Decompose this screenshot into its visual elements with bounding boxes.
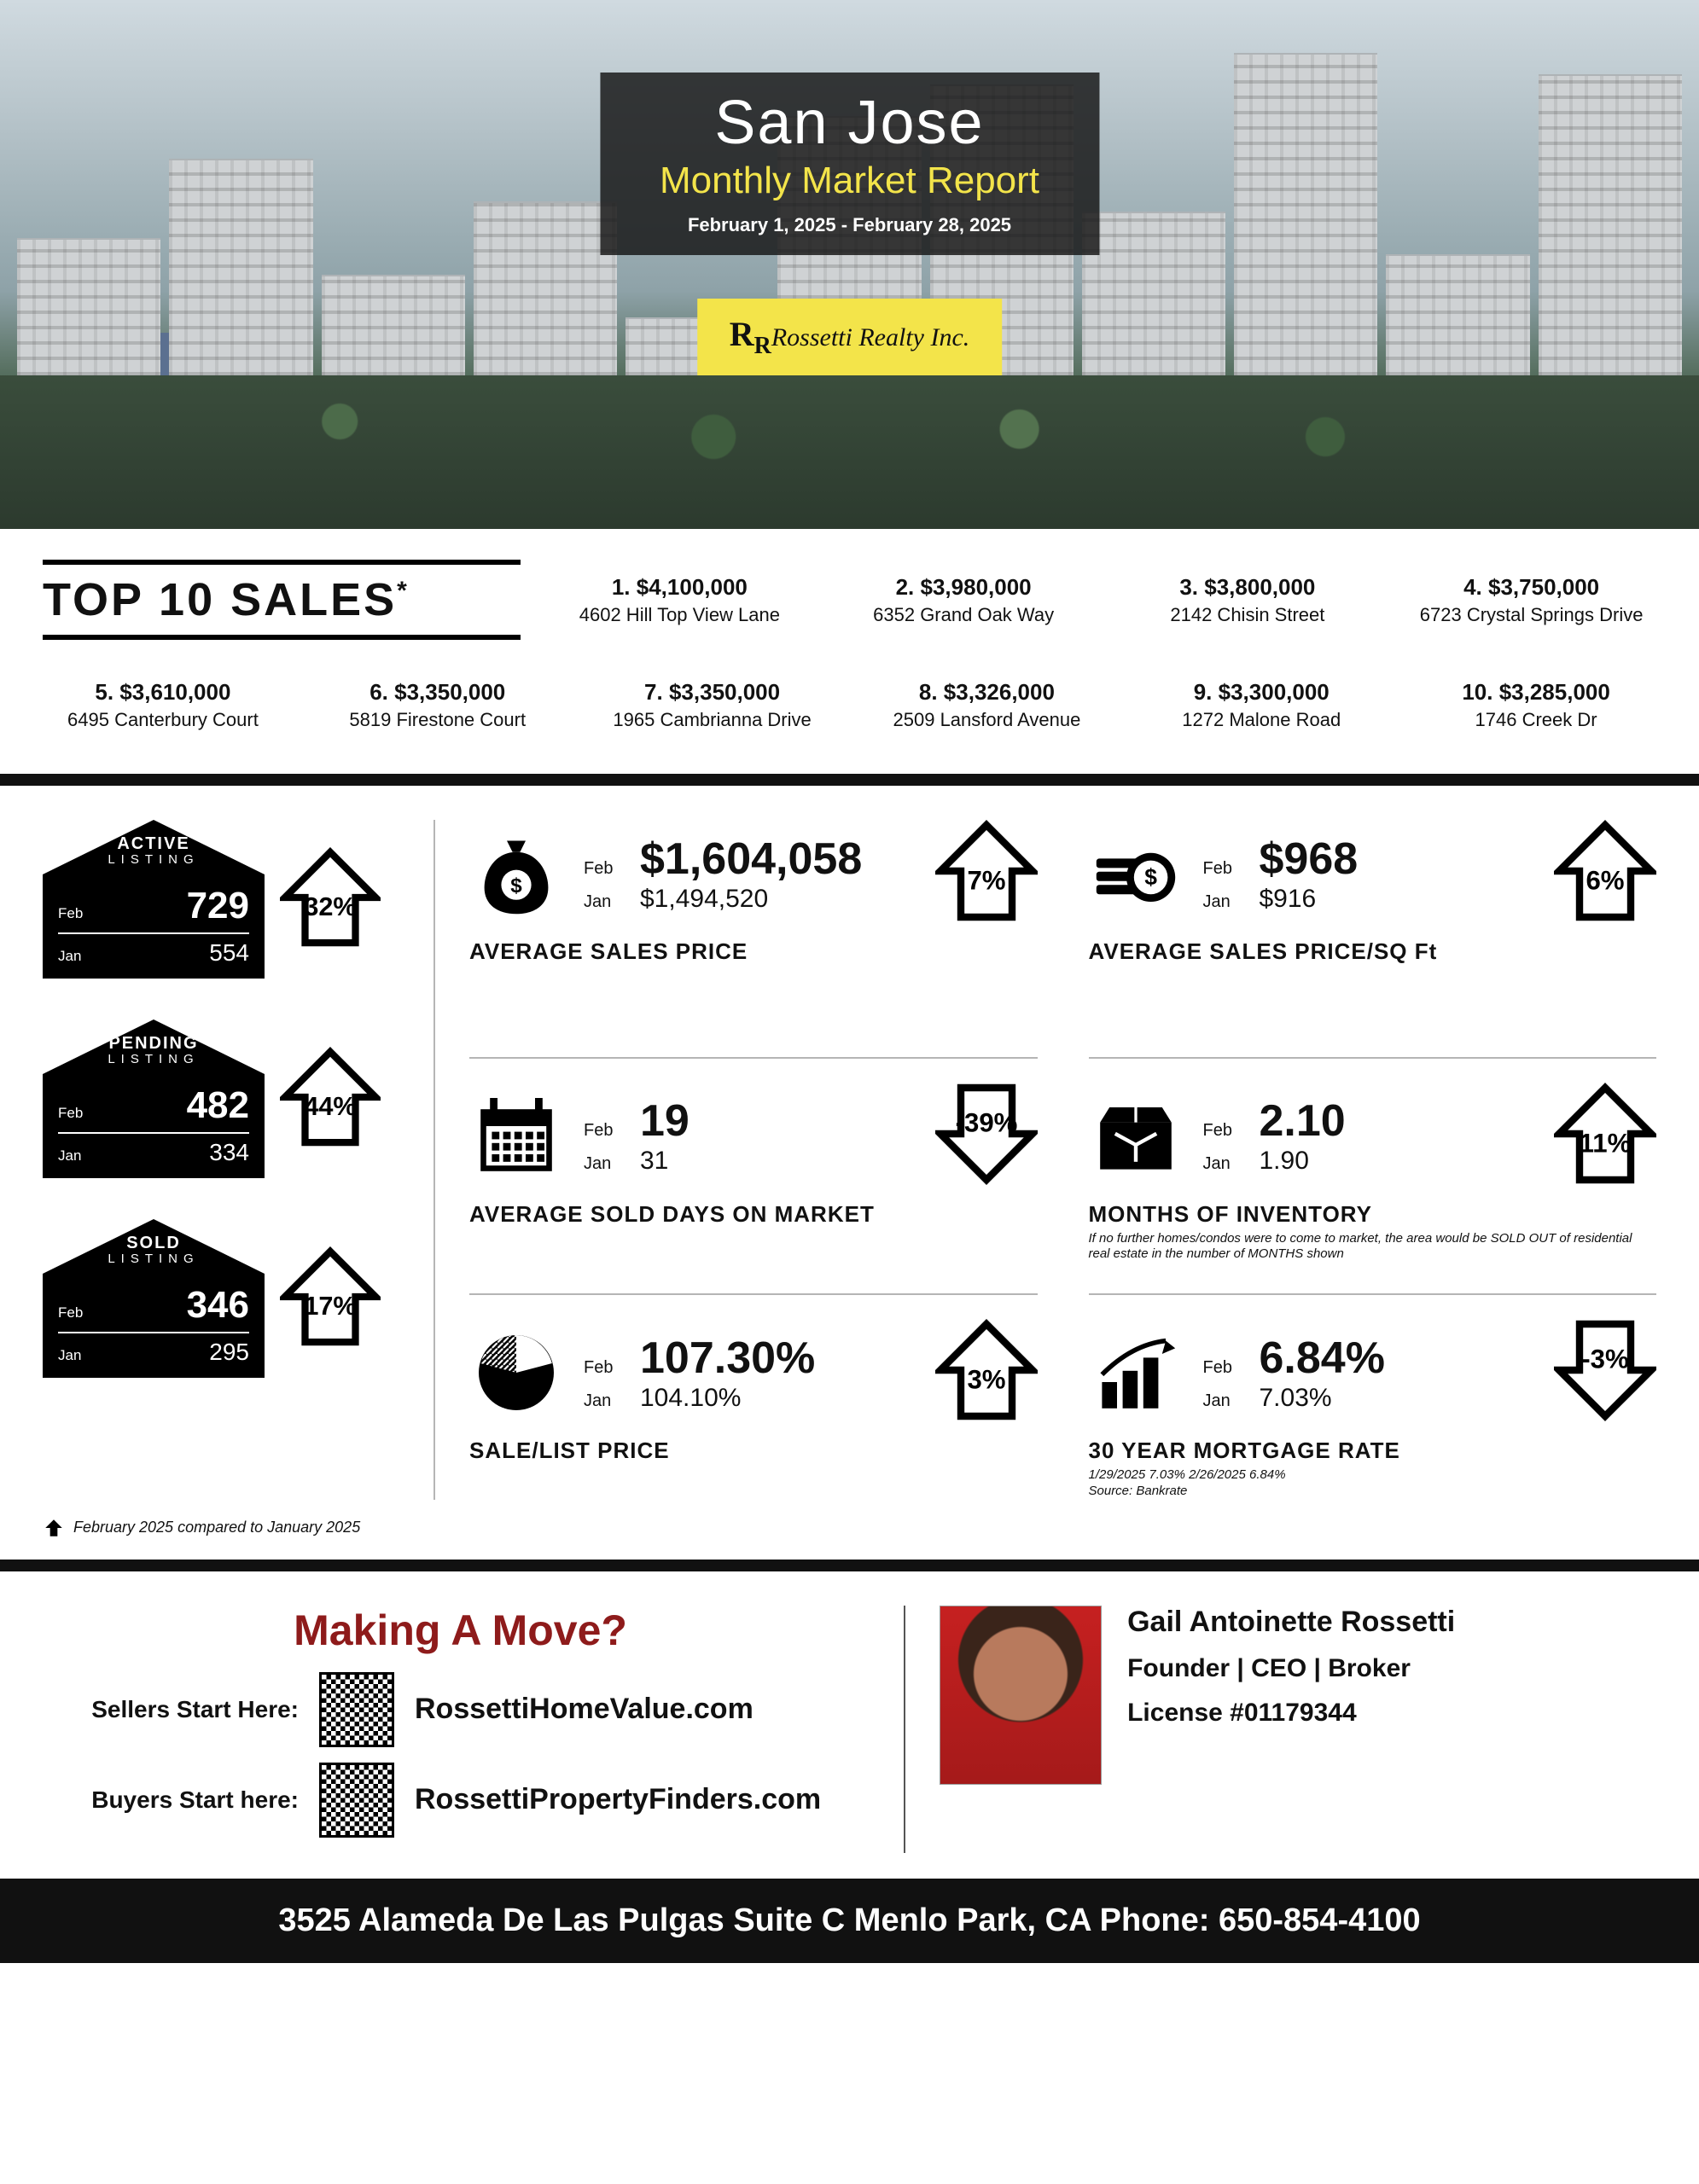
hero-banner: San Jose Monthly Market Report February …	[0, 0, 1699, 529]
metric-cell: Feb19 Jan31 -39% AVERAGE SOLD DAYS ON MA…	[469, 1057, 1038, 1263]
listing-stat: ACTIVE LISTING Feb729 Jan554 32%	[43, 820, 408, 979]
house-icon: ACTIVE LISTING Feb729 Jan554	[43, 820, 265, 979]
money-bag-icon: $	[469, 827, 563, 921]
top10-item: 4. $3,750,000 6723 Crystal Springs Drive	[1406, 574, 1656, 626]
metric-cell: Feb2.10 Jan1.90 11% MONTHS OF INVENTORY …	[1089, 1057, 1657, 1263]
change-arrow-icon: 6%	[1554, 820, 1656, 926]
hero-dates: February 1, 2025 - February 28, 2025	[660, 214, 1039, 236]
buyer-label: Buyers Start here:	[51, 1786, 299, 1814]
house-icon: PENDING LISTING Feb482 Jan334	[43, 1019, 265, 1178]
svg-text:17%: 17%	[304, 1292, 356, 1321]
listing-stat: PENDING LISTING Feb482 Jan334 44%	[43, 1019, 408, 1178]
metric-cell: $ Feb$968 Jan$916 6% AVERAGE SALES PRICE…	[1089, 820, 1657, 1026]
svg-text:6%: 6%	[1586, 866, 1624, 896]
change-arrow-icon: 11%	[1554, 1083, 1656, 1189]
top10-item: 10. $3,285,000 1746 Creek Dr	[1416, 679, 1656, 731]
metric-note: 1/29/2025 7.03% 2/26/2025 6.84%Source: B…	[1089, 1467, 1657, 1500]
metric-title: AVERAGE SALES PRICE/SQ Ft	[1089, 938, 1657, 965]
metric-title: AVERAGE SALES PRICE	[469, 938, 1038, 965]
seller-url[interactable]: RossettiHomeValue.com	[415, 1693, 753, 1726]
change-arrow-icon: 44%	[280, 1047, 381, 1152]
agent-headshot	[940, 1606, 1102, 1785]
svg-text:$: $	[1144, 864, 1157, 890]
metric-note: If no further homes/condos were to come …	[1089, 1231, 1657, 1263]
pie-icon	[469, 1326, 563, 1420]
footer-contact: 3525 Alameda De Las Pulgas Suite C Menlo…	[0, 1879, 1699, 1963]
cta-seller-row: Sellers Start Here: RossettiHomeValue.co…	[51, 1672, 870, 1747]
metric-cell: Feb107.30% Jan104.10% 3% SALE/LIST PRICE	[469, 1293, 1038, 1500]
svg-text:3%: 3%	[967, 1365, 1005, 1395]
metric-title: AVERAGE SOLD DAYS ON MARKET	[469, 1201, 1038, 1228]
change-arrow-icon: 3%	[935, 1319, 1038, 1426]
hero-city: San Jose	[660, 88, 1039, 158]
hero-subtitle: Monthly Market Report	[660, 160, 1039, 202]
hero-overlay: San Jose Monthly Market Report February …	[600, 73, 1099, 255]
house-icon: SOLD LISTING Feb346 Jan295	[43, 1219, 265, 1378]
svg-text:32%: 32%	[304, 892, 356, 921]
change-arrow-icon: -3%	[1554, 1319, 1656, 1426]
change-arrow-icon: 7%	[935, 820, 1038, 926]
top10-heading: TOP 10 SALES*	[43, 560, 521, 640]
metric-cell: $ Feb$1,604,058 Jan$1,494,520 7% AVERAGE…	[469, 820, 1038, 1026]
agent-name: Gail Antoinette Rossetti	[1127, 1606, 1455, 1639]
top10-item: 5. $3,610,000 6495 Canterbury Court	[43, 679, 283, 731]
svg-text:-3%: -3%	[1581, 1345, 1628, 1374]
stats-section: ACTIVE LISTING Feb729 Jan554 32% PENDING…	[0, 786, 1699, 1508]
svg-text:-39%: -39%	[955, 1107, 1017, 1137]
change-arrow-icon: 17%	[280, 1246, 381, 1351]
cta-headline: Making A Move?	[51, 1606, 870, 1655]
top-10-sales: TOP 10 SALES* 1. $4,100,000 4602 Hill To…	[0, 529, 1699, 748]
qr-code-icon	[319, 1763, 394, 1838]
top10-item: 2. $3,980,000 6352 Grand Oak Way	[839, 574, 1089, 626]
calendar-icon	[469, 1089, 563, 1182]
metric-title: MONTHS OF INVENTORY	[1089, 1201, 1657, 1228]
listing-stat: SOLD LISTING Feb346 Jan295 17%	[43, 1219, 408, 1378]
svg-text:$: $	[510, 874, 522, 897]
top10-item: 8. $3,326,000 2509 Lansford Avenue	[867, 679, 1108, 731]
change-arrow-icon: -39%	[935, 1083, 1038, 1189]
change-arrow-icon: 32%	[280, 847, 381, 952]
top10-item: 1. $4,100,000 4602 Hill Top View Lane	[555, 574, 805, 626]
box-icon	[1089, 1089, 1183, 1182]
top10-item: 9. $3,300,000 1272 Malone Road	[1141, 679, 1382, 731]
qr-code-icon	[319, 1672, 394, 1747]
metric-cell: Feb6.84% Jan7.03% -3% 30 YEAR MORTGAGE R…	[1089, 1293, 1657, 1500]
arrow-up-icon	[43, 1517, 65, 1539]
agent-license: License #01179344	[1127, 1699, 1455, 1728]
comparison-footnote: February 2025 compared to January 2025	[0, 1508, 1699, 1560]
agent-role: Founder | CEO | Broker	[1127, 1654, 1455, 1683]
top10-item: 3. $3,800,000 2142 Chisin Street	[1123, 574, 1373, 626]
company-logo: RRRossetti Realty Inc.	[697, 299, 1003, 375]
svg-text:7%: 7%	[967, 866, 1005, 896]
top10-item: 7. $3,350,000 1965 Cambrianna Drive	[592, 679, 833, 731]
cta-buyer-row: Buyers Start here: RossettiPropertyFinde…	[51, 1763, 870, 1838]
bars-up-icon	[1089, 1326, 1183, 1420]
metric-title: SALE/LIST PRICE	[469, 1438, 1038, 1464]
svg-text:11%: 11%	[1580, 1128, 1632, 1158]
seller-label: Sellers Start Here:	[51, 1696, 299, 1723]
top10-item: 6. $3,350,000 5819 Firestone Court	[317, 679, 558, 731]
metric-title: 30 YEAR MORTGAGE RATE	[1089, 1438, 1657, 1464]
svg-text:44%: 44%	[304, 1092, 356, 1121]
coin-stack-icon: $	[1089, 827, 1183, 921]
divider	[0, 774, 1699, 786]
cta-section: Making A Move? Sellers Start Here: Rosse…	[0, 1560, 1699, 1879]
buyer-url[interactable]: RossettiPropertyFinders.com	[415, 1783, 821, 1816]
